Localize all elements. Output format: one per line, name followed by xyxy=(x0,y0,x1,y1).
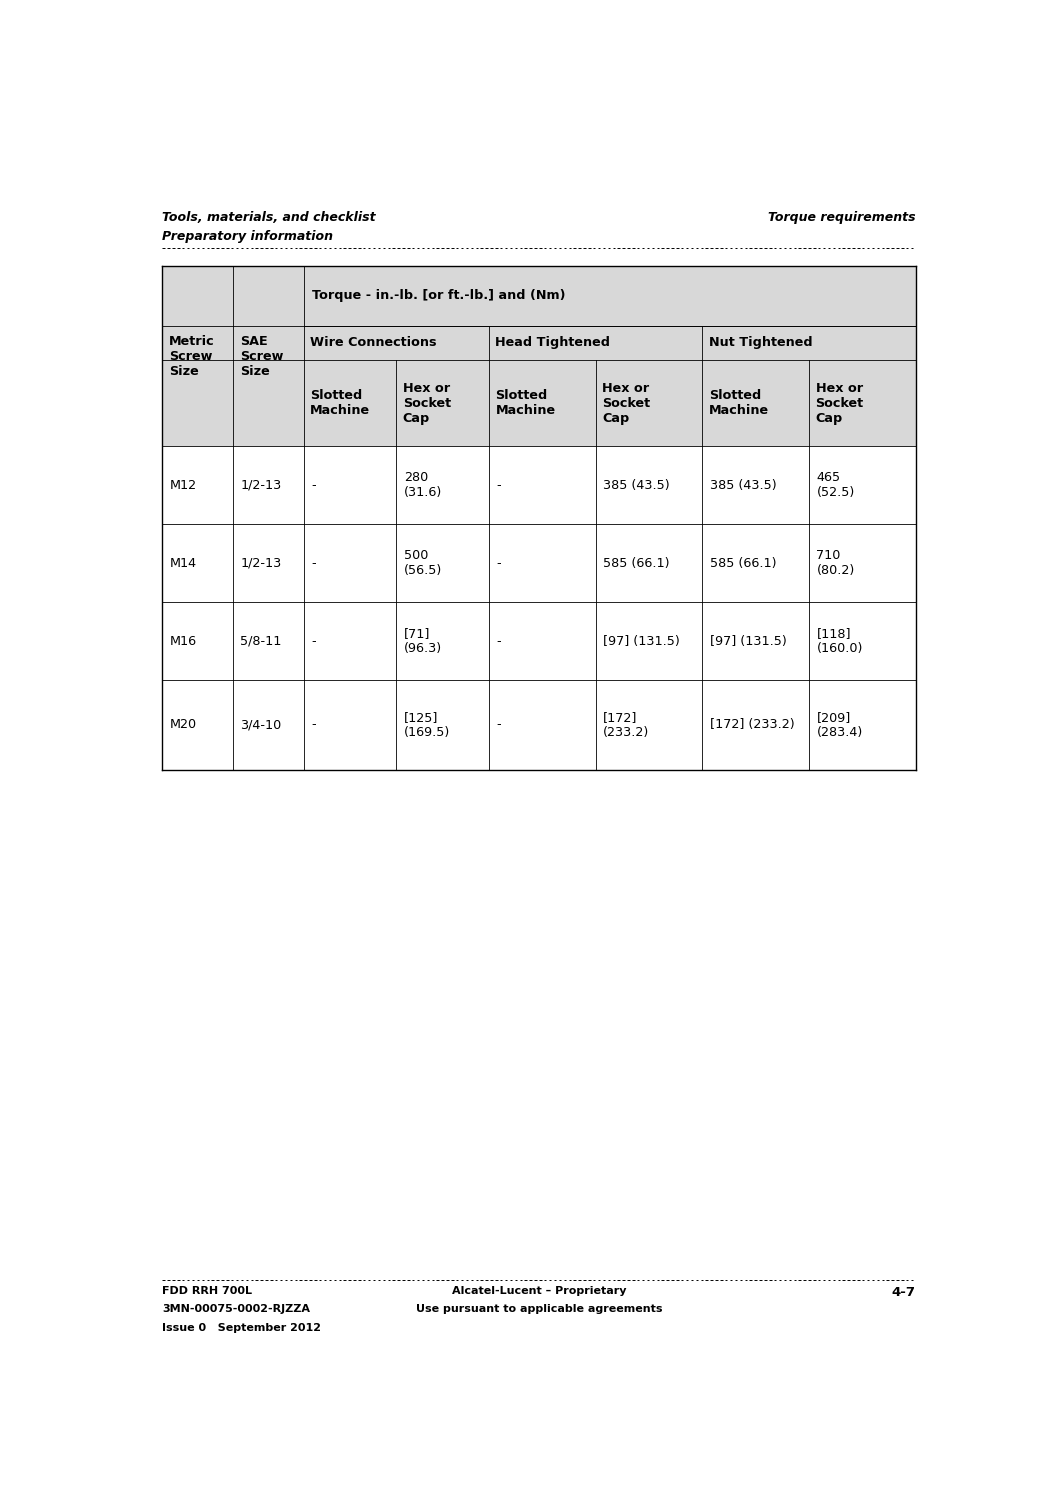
Text: 710
(80.2): 710 (80.2) xyxy=(816,550,854,577)
Text: -: - xyxy=(311,635,316,648)
Bar xyxy=(809,679,916,770)
Text: Metric
Screw
Size: Metric Screw Size xyxy=(169,335,215,377)
Bar xyxy=(397,326,489,361)
Bar xyxy=(304,446,397,524)
Bar xyxy=(703,326,809,361)
Bar xyxy=(304,602,397,679)
Bar xyxy=(162,361,234,446)
Text: -: - xyxy=(497,557,501,569)
Text: Hex or
Socket
Cap: Hex or Socket Cap xyxy=(602,381,650,425)
Text: [172]
(233.2): [172] (233.2) xyxy=(603,711,649,739)
Text: [71]
(96.3): [71] (96.3) xyxy=(404,627,442,656)
Text: 5/8-11: 5/8-11 xyxy=(241,635,282,648)
Text: Torque requirements: Torque requirements xyxy=(768,212,916,224)
Text: -: - xyxy=(497,718,501,732)
Bar xyxy=(397,267,489,326)
Bar xyxy=(234,524,304,602)
Bar xyxy=(809,267,916,326)
Text: 585 (66.1): 585 (66.1) xyxy=(603,557,669,569)
Text: [125]
(169.5): [125] (169.5) xyxy=(404,711,450,739)
Bar xyxy=(234,361,304,446)
Bar xyxy=(703,267,809,326)
Bar xyxy=(489,679,595,770)
Text: SAE
Screw
Size: SAE Screw Size xyxy=(240,335,283,377)
Bar xyxy=(304,267,397,326)
Text: Hex or
Socket
Cap: Hex or Socket Cap xyxy=(815,381,864,425)
Text: Torque - in.-lb. [or ft.-lb.] and (Nm): Torque - in.-lb. [or ft.-lb.] and (Nm) xyxy=(311,289,565,302)
Bar xyxy=(489,446,595,524)
Bar xyxy=(809,446,916,524)
Text: Preparatory information: Preparatory information xyxy=(162,231,333,243)
Text: [97] (131.5): [97] (131.5) xyxy=(603,635,680,648)
Bar xyxy=(489,361,595,446)
Text: Tools, materials, and checklist: Tools, materials, and checklist xyxy=(162,212,377,224)
Bar xyxy=(703,679,809,770)
Bar xyxy=(304,679,397,770)
Bar xyxy=(397,602,489,679)
Bar xyxy=(809,326,916,361)
Bar xyxy=(595,446,703,524)
Bar xyxy=(162,679,234,770)
Bar xyxy=(595,361,703,446)
Text: 1/2-13: 1/2-13 xyxy=(241,557,282,569)
Text: -: - xyxy=(497,478,501,492)
Text: FDD RRH 700L: FDD RRH 700L xyxy=(162,1286,252,1296)
Text: Slotted
Machine: Slotted Machine xyxy=(495,389,555,417)
Bar xyxy=(234,326,304,361)
Bar xyxy=(234,679,304,770)
Bar xyxy=(234,446,304,524)
Text: Alcatel-Lucent – Proprietary: Alcatel-Lucent – Proprietary xyxy=(452,1286,626,1296)
Text: [97] (131.5): [97] (131.5) xyxy=(710,635,787,648)
Text: M20: M20 xyxy=(169,718,197,732)
Bar xyxy=(703,524,809,602)
Text: -: - xyxy=(311,557,316,569)
Bar xyxy=(162,267,234,326)
Text: [209]
(283.4): [209] (283.4) xyxy=(816,711,863,739)
Bar xyxy=(162,446,234,524)
Bar xyxy=(397,679,489,770)
Text: 280
(31.6): 280 (31.6) xyxy=(404,471,442,499)
Bar xyxy=(489,326,595,361)
Text: -: - xyxy=(497,635,501,648)
Bar xyxy=(809,524,916,602)
Bar xyxy=(809,361,916,446)
Bar xyxy=(234,602,304,679)
Bar xyxy=(595,267,703,326)
Text: Slotted
Machine: Slotted Machine xyxy=(310,389,370,417)
Text: -: - xyxy=(311,718,316,732)
Text: 1/2-13: 1/2-13 xyxy=(241,478,282,492)
Text: 3/4-10: 3/4-10 xyxy=(241,718,282,732)
Bar xyxy=(304,326,397,361)
Text: 500
(56.5): 500 (56.5) xyxy=(404,550,442,577)
Text: Use pursuant to applicable agreements: Use pursuant to applicable agreements xyxy=(416,1304,663,1314)
Text: 385 (43.5): 385 (43.5) xyxy=(603,478,670,492)
Bar xyxy=(304,361,397,446)
Text: 585 (66.1): 585 (66.1) xyxy=(710,557,776,569)
Text: Slotted
Machine: Slotted Machine xyxy=(709,389,769,417)
Text: 3MN-00075-0002-RJZZA: 3MN-00075-0002-RJZZA xyxy=(162,1304,310,1314)
Text: -: - xyxy=(311,478,316,492)
Bar xyxy=(397,361,489,446)
Text: Wire Connections: Wire Connections xyxy=(310,337,437,349)
Bar xyxy=(489,267,595,326)
Text: Issue 0   September 2012: Issue 0 September 2012 xyxy=(162,1323,322,1332)
Bar xyxy=(162,602,234,679)
Bar xyxy=(703,602,809,679)
Text: M12: M12 xyxy=(169,478,197,492)
Bar xyxy=(809,602,916,679)
Bar xyxy=(595,602,703,679)
Bar xyxy=(703,361,809,446)
Text: 385 (43.5): 385 (43.5) xyxy=(710,478,776,492)
Bar xyxy=(397,446,489,524)
Text: [118]
(160.0): [118] (160.0) xyxy=(816,627,863,656)
Bar xyxy=(489,524,595,602)
Bar xyxy=(703,446,809,524)
Bar xyxy=(162,326,234,361)
Bar xyxy=(595,524,703,602)
Text: Hex or
Socket
Cap: Hex or Socket Cap xyxy=(403,381,451,425)
Text: M16: M16 xyxy=(169,635,197,648)
Bar xyxy=(595,679,703,770)
Bar xyxy=(489,602,595,679)
Text: M14: M14 xyxy=(169,557,197,569)
Text: [172] (233.2): [172] (233.2) xyxy=(710,718,794,732)
